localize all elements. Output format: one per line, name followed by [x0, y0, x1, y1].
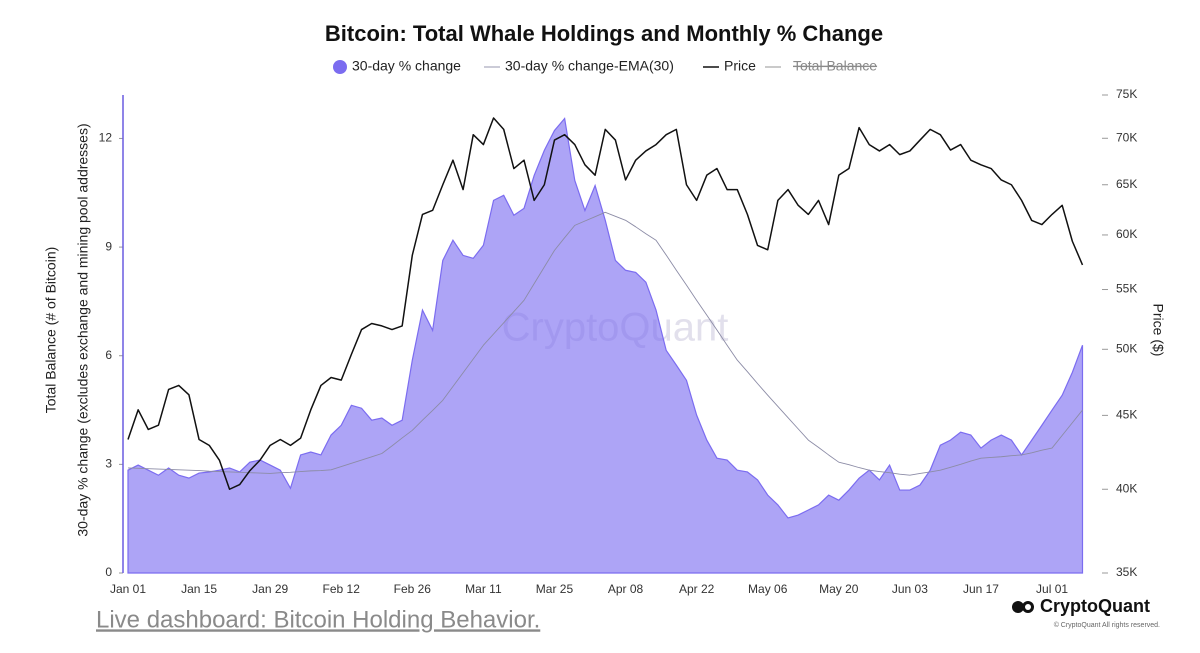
y2-tick-label: 75K [1116, 87, 1137, 101]
line [127, 211, 1083, 476]
x-tick-label: Jan 01 [110, 582, 146, 596]
y-tick-label: 9 [105, 239, 112, 253]
y-tick-label: 3 [105, 457, 112, 471]
x-tick-label: Feb 26 [394, 582, 432, 596]
y-tick-label: 6 [105, 348, 112, 362]
chart-title: Bitcoin: Total Whale Holdings and Monthl… [325, 21, 883, 46]
line [127, 117, 1084, 491]
y2-axis-label: Price ($) [1150, 304, 1166, 357]
dashboard-link[interactable]: Live dashboard: Bitcoin Holding Behavior… [96, 606, 540, 633]
y-axis-label: Total Balance (# of Bitcoin) [43, 247, 59, 414]
y-tick-label: 12 [99, 131, 113, 145]
x-tick-label: Mar 11 [465, 582, 502, 596]
legend-label[interactable]: Total Balance [793, 58, 877, 74]
x-tick-label: Jan 15 [181, 582, 217, 596]
x-tick-label: Jun 03 [892, 582, 928, 596]
brand: CryptoQuant [1040, 596, 1150, 616]
y2-tick-label: 40K [1116, 481, 1137, 495]
y2-tick-label: 60K [1116, 227, 1137, 241]
y2-tick-label: 65K [1116, 177, 1137, 191]
x-tick-label: May 06 [748, 582, 788, 596]
y2-tick-label: 45K [1116, 408, 1137, 422]
y2-tick-label: 50K [1116, 341, 1137, 355]
copyright: © CryptoQuant All rights reserved. [1054, 621, 1160, 629]
y2-tick-label: 70K [1116, 130, 1137, 144]
brand-logo [1012, 601, 1034, 613]
x-tick-label: Feb 12 [323, 582, 361, 596]
y-tick-label: 0 [105, 565, 112, 579]
legend-label[interactable]: 30-day % change [352, 58, 461, 74]
x-tick-label: Jan 29 [252, 582, 288, 596]
x-tick-label: Apr 08 [608, 582, 644, 596]
y2-tick-label: 55K [1116, 282, 1137, 296]
legend-label[interactable]: Price [724, 58, 756, 74]
x-tick-label: May 20 [819, 582, 859, 596]
x-tick-label: Jun 17 [963, 582, 999, 596]
y-axis-label: 30-day % change (excludes exchange and m… [75, 123, 91, 536]
x-tick-label: Apr 22 [679, 582, 715, 596]
area [127, 117, 1084, 574]
x-tick-label: Jul 01 [1036, 582, 1068, 596]
legend-label[interactable]: 30-day % change-EMA(30) [505, 58, 674, 74]
x-tick-label: Mar 25 [536, 582, 574, 596]
y2-tick-label: 35K [1116, 565, 1137, 579]
legend-marker [333, 60, 347, 74]
